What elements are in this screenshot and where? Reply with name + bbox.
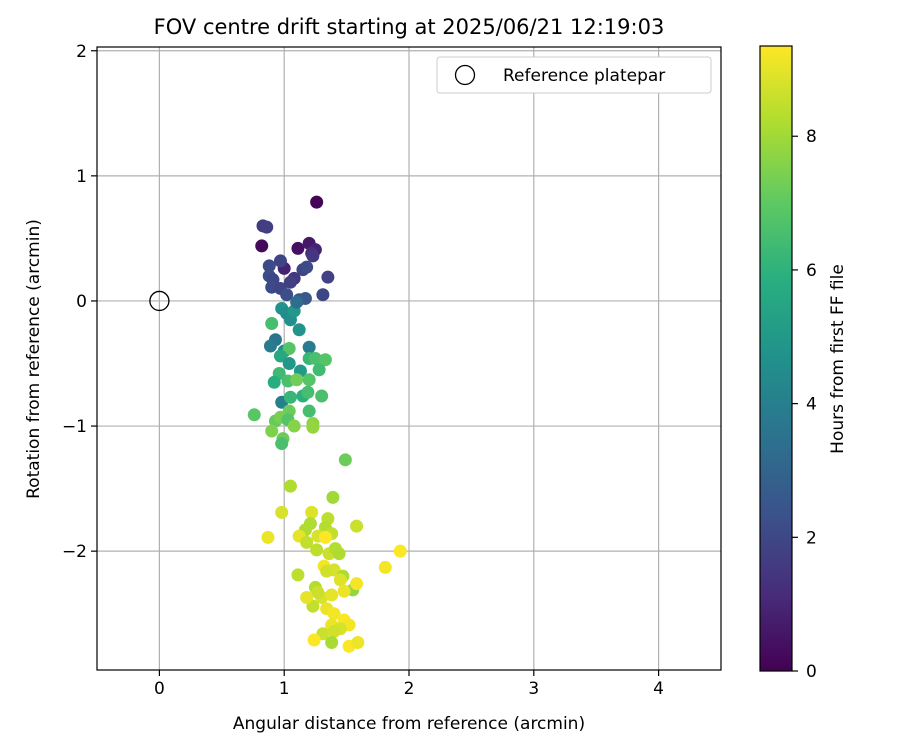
data-point <box>282 341 296 355</box>
reference-marker <box>149 290 170 312</box>
colorbar-gradient <box>759 45 793 672</box>
data-point <box>290 295 304 309</box>
data-point <box>315 389 329 403</box>
scatter-points <box>247 195 407 653</box>
data-point <box>287 419 301 433</box>
data-point <box>338 453 352 467</box>
data-point <box>306 420 320 434</box>
data-point <box>273 254 287 268</box>
data-point <box>291 241 305 255</box>
y-ticks: −2 −1 0 1 2 <box>62 42 97 562</box>
colorbar-tick-label: 2 <box>806 528 817 548</box>
x-tick-label: 3 <box>528 679 539 699</box>
data-point <box>261 530 275 544</box>
legend-marker-circle <box>454 64 476 86</box>
colorbar-tick-label: 0 <box>806 662 817 682</box>
data-point <box>290 373 304 387</box>
data-point <box>300 535 314 549</box>
data-point <box>282 357 296 371</box>
data-point <box>333 573 347 587</box>
y-tick-label: 2 <box>76 42 87 62</box>
chart-title: FOV centre drift starting at 2025/06/21 … <box>154 15 665 39</box>
legend-box <box>436 56 712 94</box>
y-tick-label: −2 <box>62 542 87 562</box>
data-point <box>327 624 341 638</box>
data-point <box>247 408 261 422</box>
data-point <box>337 584 351 598</box>
data-point <box>316 288 330 302</box>
data-point <box>283 390 297 404</box>
data-point <box>321 270 335 284</box>
data-point <box>318 530 332 544</box>
data-point <box>292 323 306 337</box>
data-point <box>326 490 340 504</box>
data-point <box>275 437 289 451</box>
data-point <box>300 260 314 274</box>
data-point <box>325 588 339 602</box>
y-tick-label: 1 <box>76 167 87 187</box>
data-point <box>280 288 294 302</box>
colorbar-tick-label: 4 <box>806 395 817 415</box>
data-point <box>312 363 326 377</box>
data-point <box>311 585 325 599</box>
data-point <box>325 635 339 649</box>
data-point <box>305 505 319 519</box>
x-ticks: 0 1 2 3 4 <box>154 670 664 699</box>
data-point <box>265 316 279 330</box>
data-point <box>306 249 320 263</box>
data-point <box>307 633 321 647</box>
data-point <box>351 635 365 649</box>
data-point <box>262 259 276 273</box>
data-point <box>302 373 316 387</box>
data-point <box>300 590 314 604</box>
y-tick-label: 0 <box>76 292 87 312</box>
data-point <box>283 479 297 493</box>
legend: Reference platepar <box>436 56 712 94</box>
data-point <box>332 547 346 561</box>
data-point <box>255 239 269 253</box>
data-point <box>308 352 322 365</box>
colorbar-tick-label: 6 <box>806 261 817 281</box>
data-point <box>310 195 324 209</box>
data-point <box>378 560 392 574</box>
x-tick-label: 1 <box>279 679 290 699</box>
data-point <box>291 568 305 582</box>
data-point <box>310 543 324 557</box>
data-point <box>320 564 334 578</box>
colorbar: 0 2 4 6 8 Hours from first FF file <box>759 45 848 682</box>
data-point <box>350 519 364 533</box>
data-point <box>273 349 287 363</box>
data-point <box>301 385 315 399</box>
y-tick-label: −1 <box>62 417 87 437</box>
y-axis-label: Rotation from reference (arcmin) <box>24 219 44 499</box>
data-point <box>393 544 407 558</box>
data-point <box>318 353 332 367</box>
colorbar-label: Hours from first FF file <box>828 264 848 454</box>
data-point <box>275 505 289 519</box>
x-tick-label: 2 <box>404 679 415 699</box>
data-point <box>265 424 279 438</box>
data-point <box>283 275 297 289</box>
data-point <box>302 340 316 354</box>
x-tick-label: 0 <box>154 679 165 699</box>
data-point <box>260 220 274 234</box>
data-point <box>267 375 281 389</box>
reference-marker-group <box>149 290 170 312</box>
legend-label: Reference platepar <box>503 66 665 86</box>
colorbar-ticks: 0 2 4 6 8 <box>792 127 817 682</box>
colorbar-tick-label: 8 <box>806 127 817 147</box>
data-point <box>302 404 316 418</box>
data-point <box>327 607 341 621</box>
data-point <box>263 339 277 353</box>
x-tick-label: 4 <box>653 679 664 699</box>
data-point <box>350 577 364 591</box>
x-axis-label: Angular distance from reference (arcmin) <box>233 714 585 734</box>
